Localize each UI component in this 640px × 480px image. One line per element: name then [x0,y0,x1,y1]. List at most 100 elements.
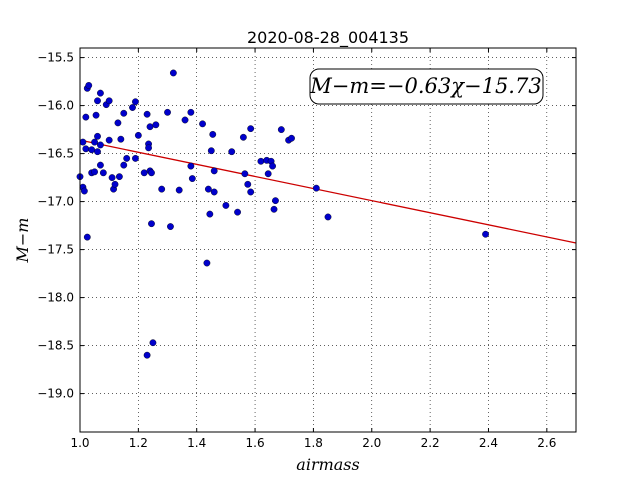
data-point [149,339,157,347]
data-point [164,108,171,116]
data-point [79,138,87,146]
ticks: 1.0 1.2 1.4 1.6 1.8 2.0 2.2 2.4 2.6 −15.5 −16.0 −16… [37,48,576,450]
data-point [88,146,96,154]
data-point [82,145,90,153]
x-tick-label: 1.2 [129,436,148,450]
data-point [228,148,236,156]
data-point [145,144,152,152]
data-point [120,161,128,169]
y-tick-label: −15.5 [37,51,74,65]
data-point [210,167,218,175]
data-point [167,223,174,230]
x-tick-label: 2.2 [421,436,440,450]
data-point [97,141,104,149]
y-tick-label: −18.0 [37,291,74,305]
data-point [241,170,249,178]
data-point [97,89,104,97]
data-point [204,185,212,193]
y-tick-label: −17.5 [37,243,74,257]
y-tick-label: −16.5 [37,147,74,161]
x-tick-label: 1.4 [187,436,206,450]
data-point [247,125,255,133]
data-point [222,202,230,209]
data-point [80,187,88,195]
annotation-text: M−m=−0.63χ−15.73 [309,74,541,98]
data-point [187,108,195,116]
fit-annotation: M−m=−0.63χ−15.73 [309,68,544,105]
data-point [143,110,151,118]
data-point [134,131,142,139]
data-point [175,186,183,194]
data-point [146,123,154,131]
data-point [482,230,489,238]
data-point [244,180,252,188]
data-point [105,136,113,144]
y-axis-label: M−m [13,218,32,264]
y-tick-label: −19.0 [37,387,74,401]
data-point [270,205,278,213]
x-tick-label: 2.0 [362,436,381,450]
data-point [148,220,155,228]
data-point [288,134,295,142]
data-point [187,162,195,170]
y-tick-label: −16.0 [37,99,74,113]
data-point [209,130,217,138]
data-point [120,109,128,117]
data-point [152,121,160,129]
data-point [115,173,123,181]
data-point [94,148,101,156]
data-point [269,162,276,170]
data-point [188,175,196,182]
x-tick-label: 2.6 [537,436,556,450]
data-point [203,259,211,267]
data-point [181,116,189,124]
x-tick-label: 2.4 [479,436,498,450]
data-point [277,126,285,134]
data-point [82,113,90,121]
data-point [91,168,98,176]
data-point [312,184,320,192]
data-point [132,98,139,106]
data-point [264,170,272,178]
data-point [239,133,247,141]
data-point [94,97,101,105]
data-point [132,154,139,162]
y-tick-label: −18.5 [37,339,74,353]
fit-line [79,139,577,244]
data-point [199,120,206,128]
data-point [114,119,122,127]
data-point [91,138,98,146]
data-point [148,169,155,177]
data-point [158,185,166,193]
data-point [207,147,215,155]
data-point [210,188,218,196]
data-point [140,169,148,177]
data-point [129,104,136,111]
x-tick-label: 1.0 [70,436,89,450]
annotation-box [309,68,544,105]
x-tick-label: 1.6 [246,436,265,450]
data-point [324,213,332,221]
data-point [97,161,104,169]
data-point [83,233,91,241]
plot-frame [79,47,577,433]
chart-title: 2020-08-28_004135 [247,28,409,48]
data-point [206,210,214,218]
data-point [143,351,151,359]
data-point [99,169,107,177]
data-point [169,69,177,77]
data-point [247,188,255,196]
grid [79,48,576,432]
data-point [123,154,131,162]
data-point [92,111,100,119]
data-point [257,157,265,165]
data-point [117,135,125,143]
data-point [272,197,279,205]
data-point [94,132,101,140]
data-point [234,208,241,216]
x-tick-label: 1.8 [304,436,323,450]
plot-background [80,48,576,432]
data-point [108,174,116,182]
data-point [85,82,93,89]
